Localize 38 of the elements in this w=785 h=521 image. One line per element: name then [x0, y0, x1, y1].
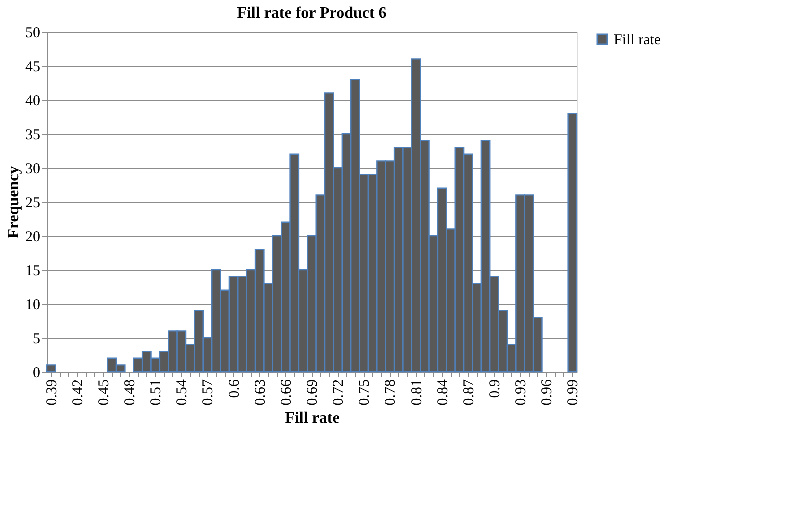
y-tick-label: 25 — [26, 196, 40, 212]
x-tick-label: 0.87 — [461, 379, 478, 406]
x-tick-label: 0.78 — [383, 380, 400, 406]
y-tick-label: 40 — [26, 94, 40, 110]
x-tick-label: 0.9 — [487, 380, 504, 398]
x-tick-label: 0.6 — [226, 379, 243, 398]
x-tick-label: 0.51 — [148, 380, 165, 406]
chart-title: Fill rate for Product 6 — [237, 5, 387, 22]
bar — [46, 364, 56, 373]
x-tick-label: 0.99 — [566, 380, 582, 406]
x-tick-label: 0.75 — [357, 380, 374, 406]
y-tick-label: 45 — [26, 60, 40, 76]
y-tick-label: 50 — [26, 26, 40, 42]
x-tick-label: 0.57 — [200, 379, 217, 406]
y-tick-label: 20 — [26, 230, 40, 246]
y-tick-label: 30 — [26, 162, 40, 178]
x-tick-label: 0.93 — [514, 380, 530, 406]
y-tick-label: 0 — [33, 366, 40, 382]
x-tick-label: 0.66 — [278, 379, 295, 406]
y-tick-label: 5 — [33, 332, 40, 348]
x-tick-label: 0.54 — [174, 379, 191, 406]
x-tick-label: 0.45 — [96, 380, 112, 406]
x-tick-label: 0.84 — [435, 379, 452, 406]
y-axis-title: Frequency — [6, 166, 22, 239]
y-tick-label: 15 — [26, 264, 40, 280]
x-tick-label: 0.72 — [331, 380, 348, 406]
y-tick-label: 10 — [26, 298, 40, 314]
x-tick-label: 0.63 — [252, 380, 269, 406]
x-axis-title: Fill rate — [285, 410, 340, 427]
legend-label: Fill rate — [614, 32, 662, 48]
x-tick-label: 0.81 — [409, 380, 426, 406]
x-tick-label: 0.69 — [305, 380, 321, 406]
bar — [568, 113, 578, 373]
y-tick-label: 35 — [26, 128, 40, 144]
x-tick-label: 0.48 — [122, 380, 139, 406]
x-tick-label: 0.39 — [44, 380, 60, 406]
x-tick-label: 0.96 — [540, 379, 556, 406]
x-tick-label: 0.42 — [70, 380, 86, 406]
